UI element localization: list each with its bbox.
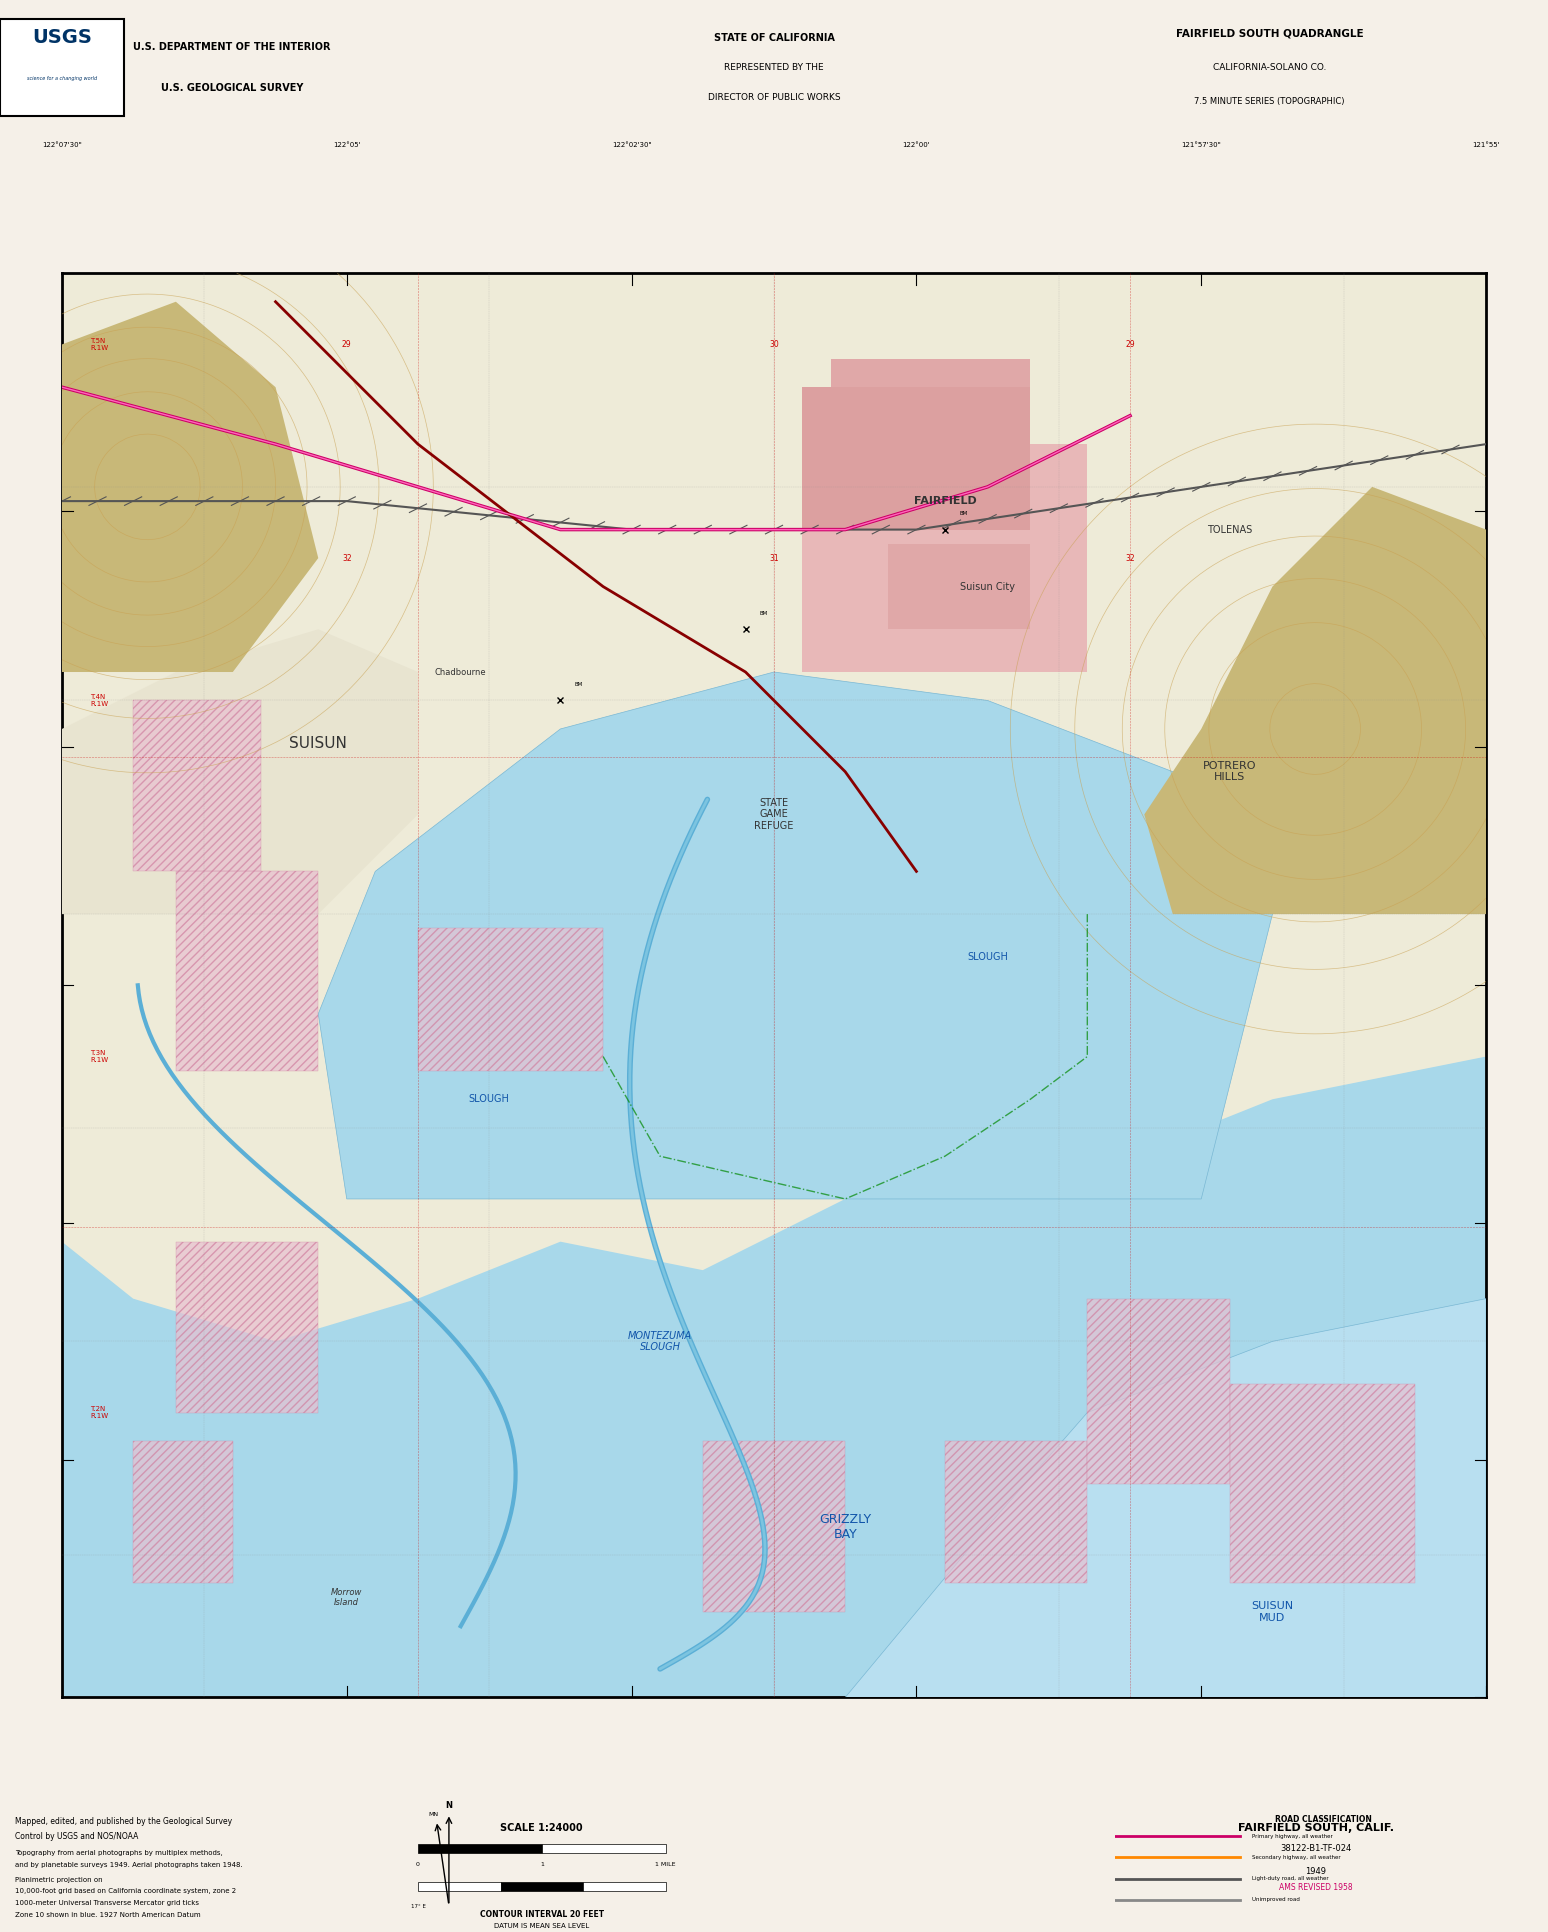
Polygon shape: [176, 871, 319, 1070]
Text: STATE
GAME
REFUGE: STATE GAME REFUGE: [754, 798, 794, 831]
Polygon shape: [802, 386, 1031, 529]
Text: Planimetric projection on: Planimetric projection on: [15, 1876, 104, 1884]
Text: CONTOUR INTERVAL 20 FEET: CONTOUR INTERVAL 20 FEET: [480, 1911, 604, 1918]
Text: 30: 30: [769, 340, 779, 350]
Polygon shape: [802, 444, 1087, 672]
Polygon shape: [133, 1441, 232, 1584]
Text: and by planetable surveys 1949. Aerial photographs taken 1948.: and by planetable surveys 1949. Aerial p…: [15, 1862, 243, 1868]
Text: Zone 10 shown in blue. 1927 North American Datum: Zone 10 shown in blue. 1927 North Americ…: [15, 1911, 201, 1918]
Text: FAIRFIELD SOUTH, CALIF.: FAIRFIELD SOUTH, CALIF.: [1238, 1822, 1393, 1833]
Text: 29: 29: [1125, 340, 1135, 350]
Text: SLOUGH: SLOUGH: [968, 952, 1008, 962]
Text: AMS REVISED 1958: AMS REVISED 1958: [1279, 1884, 1353, 1893]
Text: U.S. DEPARTMENT OF THE INTERIOR: U.S. DEPARTMENT OF THE INTERIOR: [133, 43, 331, 52]
Polygon shape: [133, 701, 262, 871]
Bar: [831, 359, 1031, 444]
Text: 1 MILE: 1 MILE: [655, 1862, 676, 1868]
Polygon shape: [62, 301, 319, 672]
Text: SLOUGH: SLOUGH: [469, 1094, 509, 1105]
Text: Morrow
Island: Morrow Island: [331, 1588, 362, 1607]
Bar: [500, 1882, 584, 1891]
Text: GRIZZLY
BAY: GRIZZLY BAY: [819, 1513, 872, 1540]
Polygon shape: [62, 630, 418, 914]
Polygon shape: [62, 1057, 1486, 1698]
Text: Suisun City: Suisun City: [960, 582, 1015, 591]
Text: T.3N
R.1W: T.3N R.1W: [90, 1049, 108, 1063]
Text: T.4N
R.1W: T.4N R.1W: [90, 694, 108, 707]
Text: 122°05': 122°05': [333, 141, 361, 149]
Text: 38122-B1-TF-024: 38122-B1-TF-024: [1280, 1843, 1351, 1853]
Polygon shape: [176, 1242, 319, 1412]
Text: FAIRFIELD: FAIRFIELD: [913, 497, 977, 506]
Bar: [418, 1843, 542, 1853]
Text: 122°07'30": 122°07'30": [42, 141, 82, 149]
Polygon shape: [418, 929, 604, 1070]
Text: DATUM IS MEAN SEA LEVEL: DATUM IS MEAN SEA LEVEL: [494, 1922, 590, 1930]
Text: 121°55': 121°55': [1472, 141, 1500, 149]
Text: 10,000-foot grid based on California coordinate system, zone 2: 10,000-foot grid based on California coo…: [15, 1888, 237, 1895]
Text: U.S. GEOLOGICAL SURVEY: U.S. GEOLOGICAL SURVEY: [161, 83, 303, 93]
Text: STATE OF CALIFORNIA: STATE OF CALIFORNIA: [714, 33, 834, 43]
Text: ROAD CLASSIFICATION: ROAD CLASSIFICATION: [1276, 1814, 1372, 1824]
Polygon shape: [62, 272, 1486, 1155]
Text: DIRECTOR OF PUBLIC WORKS: DIRECTOR OF PUBLIC WORKS: [707, 93, 841, 102]
Text: T.2N
R.1W: T.2N R.1W: [90, 1406, 108, 1420]
Polygon shape: [703, 1441, 845, 1611]
Text: REPRESENTED BY THE: REPRESENTED BY THE: [724, 64, 824, 71]
FancyBboxPatch shape: [0, 19, 124, 116]
Text: 32: 32: [1125, 554, 1135, 562]
Text: USGS: USGS: [33, 29, 91, 48]
Text: MONTEZUMA
SLOUGH: MONTEZUMA SLOUGH: [628, 1331, 692, 1352]
Bar: [542, 1843, 666, 1853]
Polygon shape: [1144, 487, 1486, 914]
Text: 29: 29: [342, 340, 351, 350]
Text: 121°57'30": 121°57'30": [1181, 141, 1221, 149]
Text: N: N: [446, 1801, 452, 1810]
Text: T.5N
R.1W: T.5N R.1W: [90, 338, 108, 352]
Text: 1: 1: [540, 1862, 543, 1868]
Polygon shape: [845, 1298, 1486, 1698]
Text: 122°00': 122°00': [902, 141, 930, 149]
Text: Chadbourne: Chadbourne: [435, 667, 486, 676]
Text: 17° E: 17° E: [410, 1905, 426, 1909]
Bar: [418, 1882, 500, 1891]
Text: Mapped, edited, and published by the Geological Survey: Mapped, edited, and published by the Geo…: [15, 1818, 232, 1826]
Text: 1949: 1949: [1305, 1866, 1327, 1876]
Text: 1000-meter Universal Transverse Mercator grid ticks: 1000-meter Universal Transverse Mercator…: [15, 1899, 200, 1907]
Text: 7.5 MINUTE SERIES (TOPOGRAPHIC): 7.5 MINUTE SERIES (TOPOGRAPHIC): [1194, 97, 1345, 106]
Text: SUISUN: SUISUN: [289, 736, 347, 752]
Polygon shape: [319, 672, 1272, 1200]
Text: POTRERO
HILLS: POTRERO HILLS: [1203, 761, 1257, 782]
Polygon shape: [944, 1441, 1087, 1584]
Text: BM: BM: [960, 512, 968, 516]
Text: 32: 32: [342, 554, 351, 562]
Text: Control by USGS and NOS/NOAA: Control by USGS and NOS/NOAA: [15, 1832, 139, 1841]
Text: Light-duty road, all weather: Light-duty road, all weather: [1252, 1876, 1330, 1882]
Text: FAIRFIELD SOUTH QUADRANGLE: FAIRFIELD SOUTH QUADRANGLE: [1175, 29, 1364, 39]
Text: 31: 31: [769, 554, 779, 562]
Text: Topography from aerial photographs by multiplex methods,: Topography from aerial photographs by mu…: [15, 1851, 223, 1857]
Text: BM: BM: [760, 611, 768, 616]
Text: TOLENAS: TOLENAS: [1207, 526, 1252, 535]
Text: SUISUN
MUD: SUISUN MUD: [1251, 1602, 1294, 1623]
Text: MN: MN: [429, 1812, 438, 1816]
Polygon shape: [1229, 1383, 1415, 1584]
Bar: [584, 1882, 666, 1891]
Text: SCALE 1:24000: SCALE 1:24000: [500, 1822, 584, 1833]
Polygon shape: [62, 272, 1486, 1698]
Polygon shape: [1087, 1298, 1229, 1484]
Text: Secondary highway, all weather: Secondary highway, all weather: [1252, 1855, 1341, 1861]
Text: science for a changing world: science for a changing world: [26, 75, 98, 81]
Text: Unimproved road: Unimproved road: [1252, 1897, 1300, 1903]
Bar: [889, 543, 1031, 630]
Text: 0: 0: [416, 1862, 420, 1868]
Text: CALIFORNIA-SOLANO CO.: CALIFORNIA-SOLANO CO.: [1212, 64, 1327, 71]
Text: Primary highway, all weather: Primary highway, all weather: [1252, 1833, 1333, 1839]
Text: 122°02'30": 122°02'30": [611, 141, 652, 149]
Text: BM: BM: [574, 682, 584, 688]
